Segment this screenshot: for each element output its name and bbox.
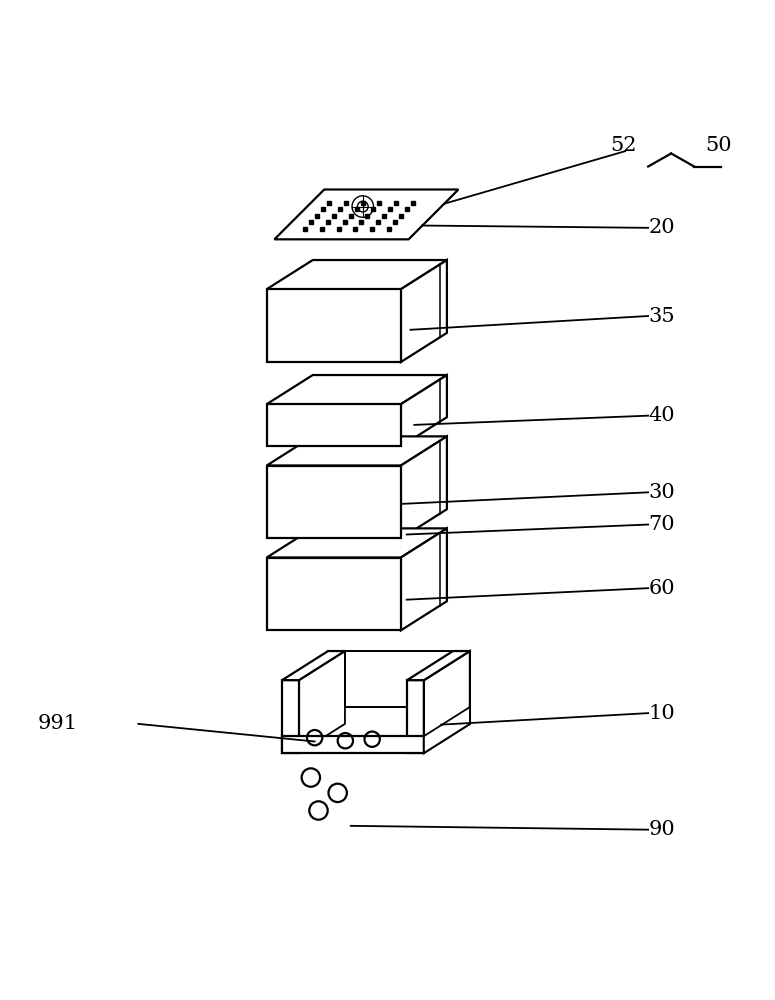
Polygon shape	[267, 289, 401, 362]
Polygon shape	[267, 404, 401, 446]
Polygon shape	[407, 680, 424, 753]
Polygon shape	[267, 558, 401, 630]
Polygon shape	[267, 436, 447, 466]
Polygon shape	[401, 260, 447, 362]
Polygon shape	[407, 651, 470, 680]
Text: 10: 10	[648, 704, 675, 723]
Polygon shape	[282, 736, 424, 753]
Polygon shape	[328, 651, 470, 724]
Polygon shape	[401, 528, 447, 630]
Polygon shape	[299, 651, 345, 753]
Polygon shape	[267, 466, 401, 538]
Text: 991: 991	[37, 714, 78, 733]
Polygon shape	[282, 680, 299, 753]
Text: 50: 50	[706, 136, 732, 155]
Text: 20: 20	[648, 218, 675, 237]
Polygon shape	[282, 651, 345, 680]
Polygon shape	[401, 375, 447, 446]
Polygon shape	[267, 375, 447, 404]
Text: 40: 40	[648, 406, 675, 425]
Polygon shape	[267, 260, 447, 289]
Text: 52: 52	[610, 136, 636, 155]
Text: 60: 60	[648, 579, 675, 598]
Polygon shape	[401, 436, 447, 538]
Text: 70: 70	[648, 515, 675, 534]
Polygon shape	[267, 528, 447, 558]
Text: 30: 30	[648, 483, 675, 502]
Polygon shape	[282, 707, 470, 736]
Text: 35: 35	[648, 307, 675, 326]
Polygon shape	[424, 707, 470, 753]
Polygon shape	[274, 190, 459, 239]
Text: 90: 90	[648, 820, 675, 839]
Polygon shape	[424, 651, 470, 753]
